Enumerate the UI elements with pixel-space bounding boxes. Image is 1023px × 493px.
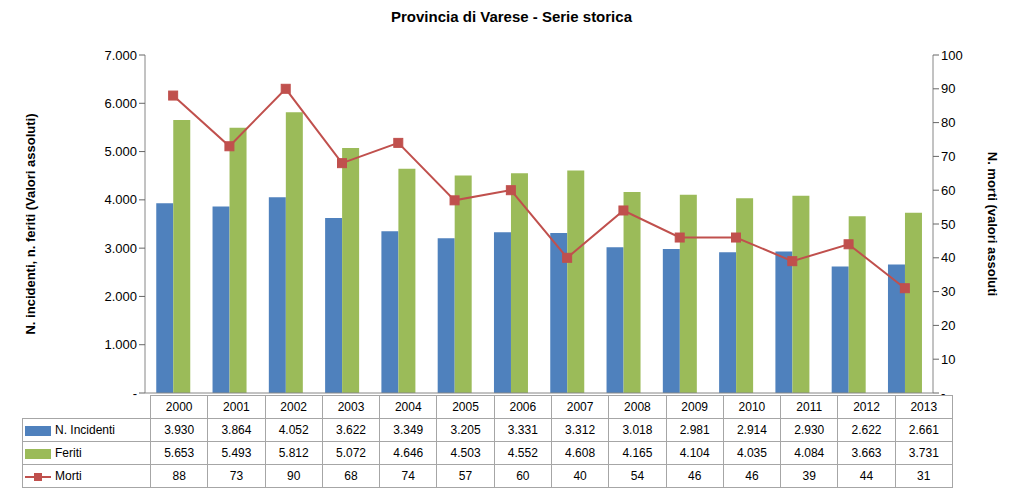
html-text:2007: 2007 bbox=[566, 400, 594, 414]
svg-text:2.000: 2.000 bbox=[104, 289, 137, 304]
html-text:4.104: 4.104 bbox=[679, 446, 710, 460]
html-text:60: 60 bbox=[516, 469, 530, 483]
svg-text:60: 60 bbox=[941, 183, 955, 198]
html-text:Feriti: Feriti bbox=[55, 446, 82, 460]
html-text:68: 68 bbox=[344, 469, 358, 483]
html-text:3.731: 3.731 bbox=[908, 446, 939, 460]
html-text:5.493: 5.493 bbox=[221, 446, 252, 460]
html-text:5.072: 5.072 bbox=[336, 446, 366, 460]
svg-text:7.000: 7.000 bbox=[104, 48, 137, 63]
html-text:2.914: 2.914 bbox=[736, 423, 767, 437]
html-text:3.312: 3.312 bbox=[565, 423, 596, 437]
html-text:2013: 2013 bbox=[910, 400, 938, 414]
html-text:40: 40 bbox=[573, 469, 587, 483]
html-text:2000: 2000 bbox=[165, 400, 193, 414]
html-text:2.930: 2.930 bbox=[794, 423, 825, 437]
html-text:74: 74 bbox=[401, 469, 415, 483]
svg-text:70: 70 bbox=[941, 149, 955, 164]
html-text:4.503: 4.503 bbox=[450, 446, 481, 460]
svg-text:3.000: 3.000 bbox=[104, 241, 137, 256]
svg-text:1.000: 1.000 bbox=[104, 337, 137, 352]
html-text:2004: 2004 bbox=[394, 400, 422, 414]
svg-text:80: 80 bbox=[941, 115, 955, 130]
svg-text:100: 100 bbox=[941, 48, 963, 63]
html-text:3.349: 3.349 bbox=[393, 423, 424, 437]
html-text:2.661: 2.661 bbox=[908, 423, 939, 437]
html-text:4.646: 4.646 bbox=[393, 446, 424, 460]
html-text:90: 90 bbox=[287, 469, 301, 483]
svg-text:10: 10 bbox=[941, 352, 955, 367]
html-text:Provincia di Varese - Serie st: Provincia di Varese - Serie storica bbox=[391, 8, 632, 25]
html-text:3.331: 3.331 bbox=[507, 423, 538, 437]
html-text:2.981: 2.981 bbox=[679, 423, 710, 437]
svg-text:5.000: 5.000 bbox=[104, 144, 137, 159]
svg-text:-: - bbox=[133, 386, 137, 400]
html-text:3.205: 3.205 bbox=[450, 423, 481, 437]
html-text:3.018: 3.018 bbox=[622, 423, 653, 437]
html-text:4.608: 4.608 bbox=[565, 446, 596, 460]
html-text:2010: 2010 bbox=[738, 400, 766, 414]
svg-text:-: - bbox=[941, 386, 945, 400]
html-text:2002: 2002 bbox=[280, 400, 307, 414]
html-text:57: 57 bbox=[458, 469, 473, 483]
html-text:4.084: 4.084 bbox=[794, 446, 825, 460]
svg-text:4.000: 4.000 bbox=[104, 192, 137, 207]
html-text:2009: 2009 bbox=[681, 400, 708, 414]
html-text:44: 44 bbox=[859, 469, 874, 483]
svg-text:30: 30 bbox=[941, 284, 955, 299]
html-text:3.663: 3.663 bbox=[851, 446, 882, 460]
html-text:5.653: 5.653 bbox=[164, 446, 195, 460]
html-text:88: 88 bbox=[172, 469, 186, 483]
html-text:4.052: 4.052 bbox=[278, 423, 309, 437]
svg-text:N. incidenti, n. feriti (Valor: N. incidenti, n. feriti (Valori assoluti… bbox=[23, 113, 38, 334]
html-text:2011: 2011 bbox=[796, 400, 823, 414]
svg-text:40: 40 bbox=[941, 250, 955, 265]
html-text:2006: 2006 bbox=[509, 400, 537, 414]
svg-text:90: 90 bbox=[941, 81, 955, 96]
svg-text:6.000: 6.000 bbox=[104, 96, 137, 111]
html-text:3.622: 3.622 bbox=[336, 423, 366, 437]
html-text:31: 31 bbox=[917, 469, 931, 483]
html-text:2001: 2001 bbox=[223, 400, 250, 414]
html-text:5.812: 5.812 bbox=[278, 446, 309, 460]
html-text:73: 73 bbox=[229, 469, 244, 483]
html-text:2.622: 2.622 bbox=[851, 423, 882, 437]
html-text:3.930: 3.930 bbox=[164, 423, 195, 437]
html-text:2005: 2005 bbox=[452, 400, 479, 414]
html-text:46: 46 bbox=[745, 469, 759, 483]
svg-text:50: 50 bbox=[941, 217, 955, 232]
html-text:Morti: Morti bbox=[55, 469, 82, 483]
html-text:2012: 2012 bbox=[853, 400, 880, 414]
html-text:46: 46 bbox=[688, 469, 702, 483]
html-text:4.552: 4.552 bbox=[507, 446, 538, 460]
html-text:N. Incidenti: N. Incidenti bbox=[55, 423, 115, 437]
html-text:3.864: 3.864 bbox=[221, 423, 252, 437]
html-text:2008: 2008 bbox=[624, 400, 651, 414]
svg-text:N. morti (valori assoluti: N. morti (valori assoluti bbox=[985, 152, 1000, 296]
svg-text:20: 20 bbox=[941, 318, 955, 333]
html-text:4.165: 4.165 bbox=[622, 446, 653, 460]
html-text:4.035: 4.035 bbox=[736, 446, 767, 460]
html-text:54: 54 bbox=[630, 469, 645, 483]
html-text:39: 39 bbox=[802, 469, 816, 483]
html-text:2003: 2003 bbox=[337, 400, 365, 414]
